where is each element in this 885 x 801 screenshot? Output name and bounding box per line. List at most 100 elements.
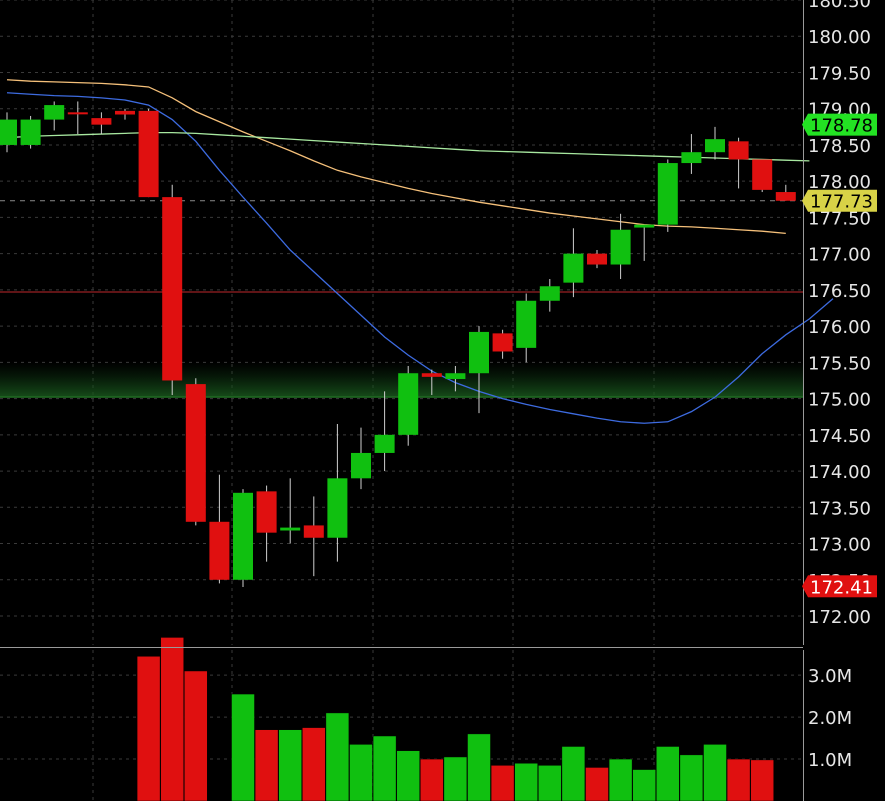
volume-bar	[278, 729, 302, 801]
candle-body	[185, 384, 206, 522]
volume-bar	[750, 759, 774, 801]
candle-body	[421, 373, 442, 377]
volume-bar	[420, 758, 444, 801]
candle-body	[91, 118, 112, 125]
price-tag-text: 177.73	[810, 192, 873, 213]
candle-body	[445, 373, 466, 380]
volume-bar	[184, 670, 208, 801]
price-tick-label: 179.50	[808, 63, 871, 84]
volume-bar	[514, 763, 538, 801]
price-tag-pointer	[802, 189, 808, 212]
candle-body	[303, 525, 324, 538]
volume-bar	[349, 744, 373, 801]
volume-bar	[443, 756, 468, 801]
volume-bar	[703, 744, 727, 801]
volume-bar	[136, 656, 161, 801]
price-tick-label: 175.00	[808, 390, 871, 411]
candle-body	[539, 286, 560, 301]
candle-body	[398, 373, 419, 435]
price-tag-pointer	[802, 575, 808, 598]
candles	[0, 101, 796, 588]
price-tick-label: 174.50	[808, 426, 871, 447]
volume-bar	[585, 767, 609, 801]
volume-bar	[302, 727, 326, 801]
candle-body	[728, 141, 749, 160]
price-tick-label: 173.00	[808, 535, 871, 556]
volume-bar	[160, 637, 184, 801]
overlay-line-1	[6, 92, 834, 424]
candle-body	[44, 105, 65, 120]
candle-body	[162, 197, 183, 381]
price-tick-label: 175.50	[808, 353, 871, 374]
volume-bar	[561, 746, 586, 801]
volume-bar	[372, 735, 397, 801]
candle-body	[610, 229, 631, 265]
candle-body	[705, 139, 725, 153]
price-tag: 178.78	[802, 113, 877, 137]
volume-bar	[254, 729, 279, 801]
price-tick-label: 180.00	[808, 27, 871, 48]
candle-body	[351, 452, 371, 479]
volume-bar	[656, 746, 680, 801]
candle-body	[233, 492, 253, 580]
volume-tick-label: 1.0M	[808, 750, 852, 771]
price-tag-pointer	[802, 113, 808, 136]
panel-frame	[0, 0, 804, 801]
volume-bar	[325, 712, 350, 801]
volume-bar	[608, 758, 633, 801]
price-tick-label: 176.00	[808, 317, 871, 338]
price-tag-box	[808, 575, 877, 598]
candle-body	[256, 491, 277, 533]
candle-body	[469, 331, 489, 374]
volume-bars	[136, 637, 774, 801]
candle-body	[587, 253, 607, 265]
price-tag: 177.73	[802, 189, 877, 213]
volume-tick-label: 3.0M	[808, 666, 852, 687]
price-tick-label: 180.50	[808, 0, 871, 12]
volume-tick-label: 2.0M	[808, 708, 852, 729]
reference-line	[0, 200, 803, 293]
candle-body	[280, 527, 301, 531]
candle-body	[775, 192, 796, 201]
price-tick-label: 174.00	[808, 462, 871, 483]
candle-body	[752, 159, 773, 190]
volume-bar	[467, 733, 491, 801]
candle-body	[327, 478, 348, 538]
price-tag-text: 178.78	[810, 116, 873, 137]
candle-body	[67, 112, 88, 115]
volume-bar	[538, 765, 562, 801]
price-tag-box	[808, 113, 877, 136]
price-tick-label: 178.50	[808, 136, 871, 157]
candle-body	[138, 110, 159, 198]
volume-bar	[632, 769, 656, 801]
price-tags: 178.78 177.73 172.41	[802, 113, 877, 598]
candle-body	[209, 521, 230, 580]
candle-body	[20, 119, 41, 145]
price-tick-label: 176.50	[808, 281, 871, 302]
volume-bar	[490, 765, 515, 801]
price-tick-label: 177.50	[808, 208, 871, 229]
volume-axis: 3.0M 2.0M 1.0M	[808, 666, 852, 771]
price-tag: 172.41	[802, 575, 877, 598]
candle-body	[0, 119, 17, 145]
candle-body	[563, 253, 584, 283]
volume-bar	[231, 693, 255, 801]
price-tick-label: 172.00	[808, 607, 871, 628]
candle-body	[374, 434, 395, 453]
candle-body	[516, 300, 537, 348]
price-tag-box	[808, 189, 877, 212]
volume-bar	[679, 754, 704, 801]
volume-bar	[726, 758, 751, 801]
price-tick-label: 177.00	[808, 245, 871, 266]
candle-body	[657, 163, 678, 225]
candle-body	[492, 333, 513, 352]
candle-body	[634, 224, 655, 228]
price-tick-label: 178.00	[808, 172, 871, 193]
overlay-line-0	[6, 79, 786, 235]
candle-body	[681, 152, 702, 164]
price-axis: 180.50180.00179.50179.00178.50178.00177.…	[808, 0, 871, 628]
price-tick-label: 173.50	[808, 498, 871, 519]
volume-bar	[396, 750, 420, 801]
candle-body	[115, 110, 135, 115]
